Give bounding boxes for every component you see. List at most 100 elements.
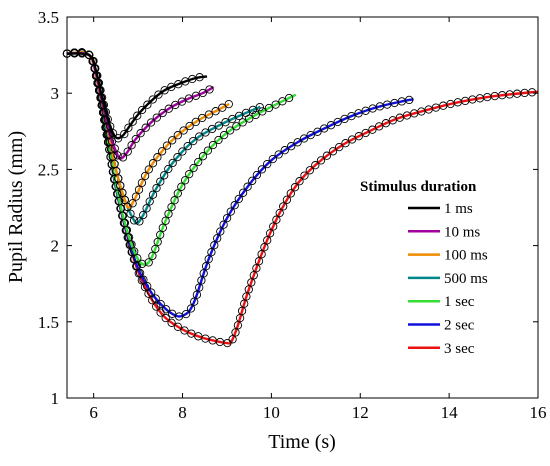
legend-item: 500 ms [408, 271, 488, 287]
data-marker [151, 294, 160, 303]
data-marker [238, 188, 248, 197]
tick-layer: 6 8 10 12 14 16 1 1.5 2 2.5 3 3.5 [38, 8, 547, 422]
data-marker [216, 227, 225, 236]
data-marker [238, 118, 247, 127]
legend-label: 10 ms [444, 224, 480, 240]
data-marker [280, 146, 289, 155]
legend-label: 500 ms [444, 271, 488, 287]
data-marker [114, 134, 123, 143]
data-marker [234, 194, 243, 204]
data-marker [133, 111, 142, 120]
data-marker [161, 313, 170, 323]
data-marker [160, 86, 169, 95]
data-marker [164, 104, 173, 113]
data-marker [214, 121, 223, 130]
data-marker [189, 163, 198, 173]
x-axis-title: Time (s) [268, 431, 336, 453]
data-marker [199, 269, 208, 278]
data-marker [219, 130, 229, 140]
data-marker [127, 240, 136, 249]
data-marker [231, 328, 240, 337]
data-marker [214, 135, 223, 145]
data-marker [228, 335, 237, 344]
data-marker [164, 164, 173, 174]
data-marker [316, 156, 326, 165]
legend: Stimulus duration 1 ms 10 ms 100 ms 500 ms 1… [360, 179, 488, 357]
data-marker [168, 136, 177, 145]
data-marker [219, 220, 228, 229]
data-marker [183, 141, 192, 151]
data-marker [335, 142, 344, 152]
data-marker [131, 134, 140, 144]
data-marker [158, 223, 167, 232]
data-marker [263, 159, 272, 169]
data-marker [110, 144, 119, 153]
data-marker [374, 122, 384, 131]
data-marker [198, 88, 207, 98]
data-marker [313, 127, 322, 136]
data-marker [191, 117, 200, 127]
data-marker [137, 178, 147, 187]
data-marker [258, 107, 267, 116]
data-marker [146, 118, 156, 127]
data-marker [282, 195, 292, 204]
data-marker [173, 152, 182, 162]
data-marker [198, 113, 207, 123]
data-marker [118, 153, 128, 162]
data-marker [132, 261, 142, 271]
data-marker [156, 230, 165, 239]
data-marker [161, 305, 171, 314]
data-marker [136, 129, 145, 138]
data-marker [278, 97, 287, 106]
data-marker [226, 207, 235, 216]
data-marker [195, 73, 204, 82]
series-1-ms [62, 49, 208, 143]
data-marker [272, 215, 281, 224]
data-marker [127, 141, 136, 150]
x-tick-label: 16 [530, 403, 547, 422]
data-marker [133, 254, 142, 263]
data-marker [263, 236, 272, 245]
data-marker [248, 176, 257, 185]
data-marker [118, 188, 127, 197]
data-marker [180, 176, 190, 185]
data-marker [368, 125, 377, 134]
data-marker [322, 151, 332, 160]
data-marker [135, 268, 145, 278]
data-marker [211, 107, 220, 116]
data-marker [153, 153, 162, 162]
data-marker [189, 136, 198, 146]
data-marker [201, 262, 211, 271]
data-marker [271, 100, 280, 109]
data-marker [381, 119, 391, 128]
data-marker [204, 254, 213, 264]
data-marker [164, 209, 173, 219]
data-marker [124, 233, 134, 242]
data-marker [195, 132, 204, 141]
data-marker [311, 161, 320, 170]
data-marker [341, 139, 350, 148]
data-marker [354, 109, 363, 118]
data-marker [218, 103, 227, 112]
data-marker [135, 217, 144, 226]
data-marker [185, 169, 194, 179]
data-marker [257, 250, 266, 259]
data-marker [137, 259, 147, 269]
legend-label: 1 ms [444, 201, 473, 217]
data-marker [320, 124, 329, 133]
legend-label: 100 ms [444, 248, 488, 264]
data-marker [167, 318, 176, 327]
data-marker [142, 204, 151, 213]
data-marker [148, 190, 158, 199]
data-marker [405, 95, 414, 105]
data-marker [124, 123, 133, 132]
data-marker [222, 213, 232, 223]
data-marker [286, 189, 295, 198]
data-marker [275, 208, 284, 218]
data-marker [157, 147, 167, 156]
data-marker [190, 297, 199, 306]
data-marker [171, 100, 180, 110]
x-tick-label: 12 [352, 403, 369, 422]
data-marker [251, 110, 260, 120]
